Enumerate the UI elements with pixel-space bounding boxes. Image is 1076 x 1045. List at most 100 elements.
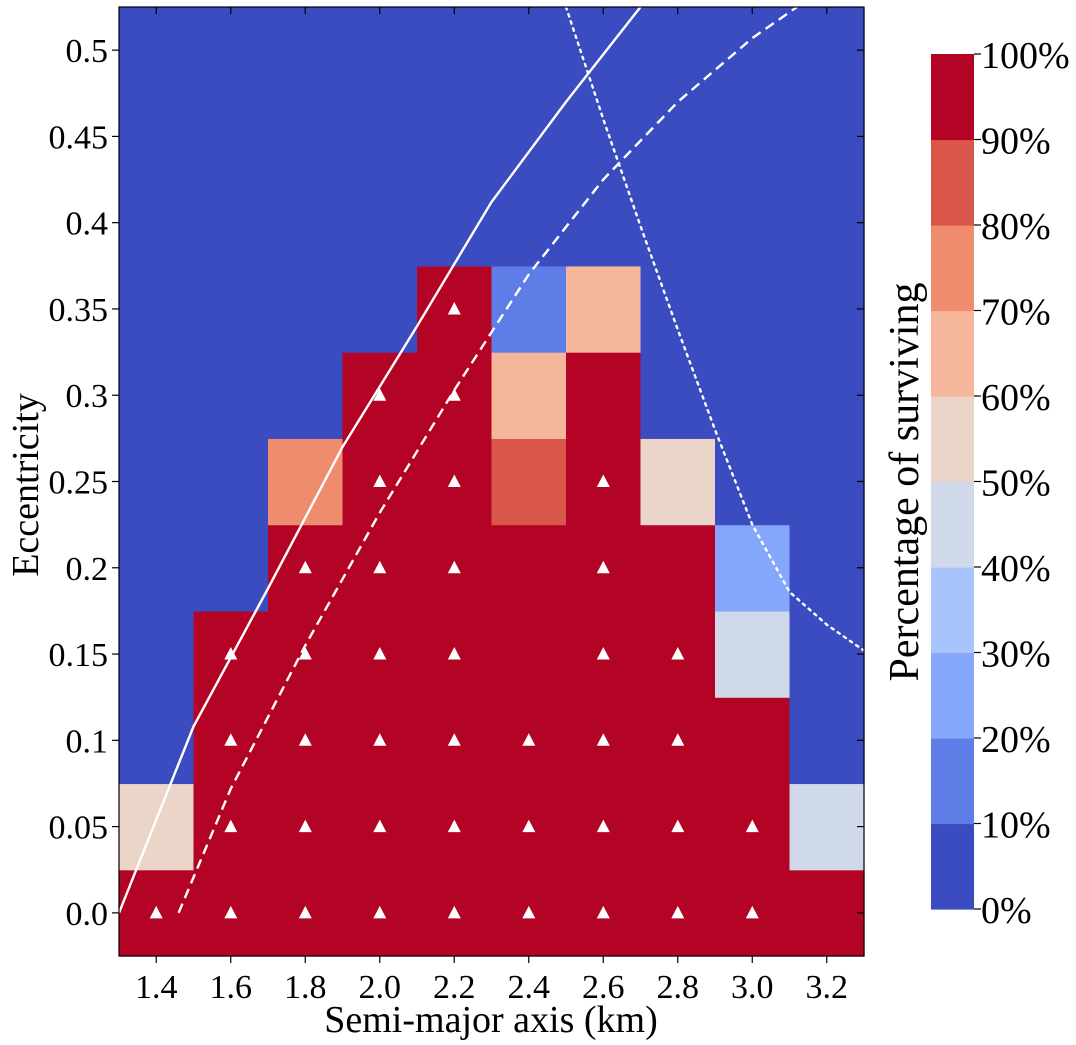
stable-marker — [447, 647, 461, 660]
heatmap-cell — [268, 352, 344, 439]
stable-marker — [447, 302, 461, 315]
heatmap-cell — [566, 352, 642, 439]
heatmap-cell — [119, 93, 195, 181]
colorbar: 0% 10% 20% 30% 40% 50% 60% 70% 80% 90% 100% — [931, 35, 1070, 932]
colorbar-tick-label: 40% — [981, 548, 1051, 590]
colorbar-segment — [931, 738, 974, 825]
heatmap-cell — [789, 93, 865, 181]
heatmap-cell — [491, 610, 567, 698]
heatmap-cell — [119, 783, 195, 871]
heatmap-cell — [715, 524, 791, 612]
heatmap-cell — [491, 265, 567, 353]
heatmap-cell — [715, 697, 791, 785]
x-axis-label: Semi-major axis (km) — [324, 999, 657, 1041]
y-axis-label: Eccentricity — [5, 393, 47, 577]
colorbar-tick-label: 30% — [981, 634, 1051, 676]
heatmap-cell — [119, 524, 195, 612]
y-tick-label: 0.25 — [49, 465, 109, 502]
heatmap-cell — [640, 438, 716, 526]
y-tick-label: 0.1 — [66, 723, 109, 760]
stable-marker — [671, 647, 685, 660]
y-tick-label: 0.35 — [49, 292, 109, 329]
y-tick-label: 0.05 — [49, 810, 109, 847]
heatmap-cell — [193, 7, 269, 94]
stable-marker — [745, 905, 759, 919]
heatmap-cell — [789, 869, 865, 957]
y-tick-label: 0.3 — [66, 378, 109, 415]
colorbar-tick-label: 60% — [981, 377, 1051, 419]
stable-marker — [373, 905, 387, 919]
heatmap-cell — [715, 179, 791, 267]
heatmap-cell — [491, 524, 567, 612]
heatmap-cell — [491, 179, 567, 267]
heatmap-cell — [119, 610, 195, 698]
colorbar-segment — [931, 652, 974, 739]
heatmap-cell — [491, 7, 567, 94]
colorbar-segment — [931, 225, 974, 312]
y-tick-label: 0.5 — [66, 33, 109, 70]
x-axis-ticks: 1.4 1.6 1.8 2.0 2.2 2.4 2.6 2.8 3.0 3.2 — [135, 7, 848, 1006]
x-tick-label: 3.2 — [806, 969, 849, 1006]
stable-marker — [596, 647, 610, 660]
stable-marker — [447, 819, 461, 833]
stable-marker — [447, 560, 461, 574]
heatmap-cell — [193, 93, 269, 181]
heatmap-cell — [119, 352, 195, 439]
heatmap-cell — [119, 697, 195, 785]
colorbar-tick-label: 70% — [981, 292, 1051, 334]
heatmap-cell — [119, 265, 195, 353]
solid-curve — [117, 6, 642, 914]
y-tick-label: 0.2 — [66, 551, 109, 588]
stable-marker — [596, 733, 610, 746]
heatmap-cell — [193, 352, 269, 439]
colorbar-label: Percentage of surviving — [882, 283, 928, 682]
stable-marker — [224, 905, 238, 919]
dashed-curve — [177, 6, 798, 914]
x-tick-label: 2.8 — [657, 969, 700, 1006]
heatmap-cell — [193, 179, 269, 267]
stable-marker — [447, 388, 461, 401]
colorbar-tick-label: 50% — [981, 463, 1051, 505]
heatmap-cell — [789, 438, 865, 526]
stable-marker — [522, 819, 536, 833]
stable-marker — [373, 733, 387, 746]
heatmap-cell — [119, 438, 195, 526]
heatmap-cell — [417, 179, 493, 267]
stable-marker — [373, 474, 387, 487]
colorbar-segment — [931, 310, 974, 397]
heatmap-cell — [789, 265, 865, 353]
stable-marker — [671, 905, 685, 919]
heatmap-cell — [417, 7, 493, 94]
heatmap-cell — [789, 697, 865, 785]
stable-marker — [373, 819, 387, 833]
x-tick-label: 2.6 — [582, 969, 625, 1006]
heatmap-cell — [715, 7, 791, 94]
heatmap-cell — [715, 610, 791, 698]
heatmap-cell — [417, 93, 493, 181]
heatmap-cell — [566, 93, 642, 181]
stable-marker — [596, 560, 610, 574]
x-tick-label: 3.0 — [731, 969, 774, 1006]
stable-marker — [224, 733, 238, 746]
stable-marker — [522, 733, 536, 746]
heatmap-cell — [491, 438, 567, 526]
heatmap-cell — [193, 265, 269, 353]
stable-marker — [373, 388, 387, 401]
stable-marker — [298, 733, 312, 746]
colorbar-tick-label: 20% — [981, 719, 1051, 761]
heatmap-cell — [789, 352, 865, 439]
stable-marker — [671, 733, 685, 746]
heatmap-cell — [268, 438, 344, 526]
colorbar-segment — [931, 481, 974, 568]
stable-marker — [447, 905, 461, 919]
stable-marker — [224, 819, 238, 833]
stable-marker — [596, 474, 610, 487]
heatmap-cell — [268, 265, 344, 353]
boundary-curves — [117, 5, 866, 914]
x-tick-label: 2.4 — [508, 969, 551, 1006]
heatmap-cell — [268, 179, 344, 267]
stable-marker — [224, 647, 238, 660]
stable-marker — [149, 905, 163, 919]
colorbar-segment — [931, 139, 974, 226]
